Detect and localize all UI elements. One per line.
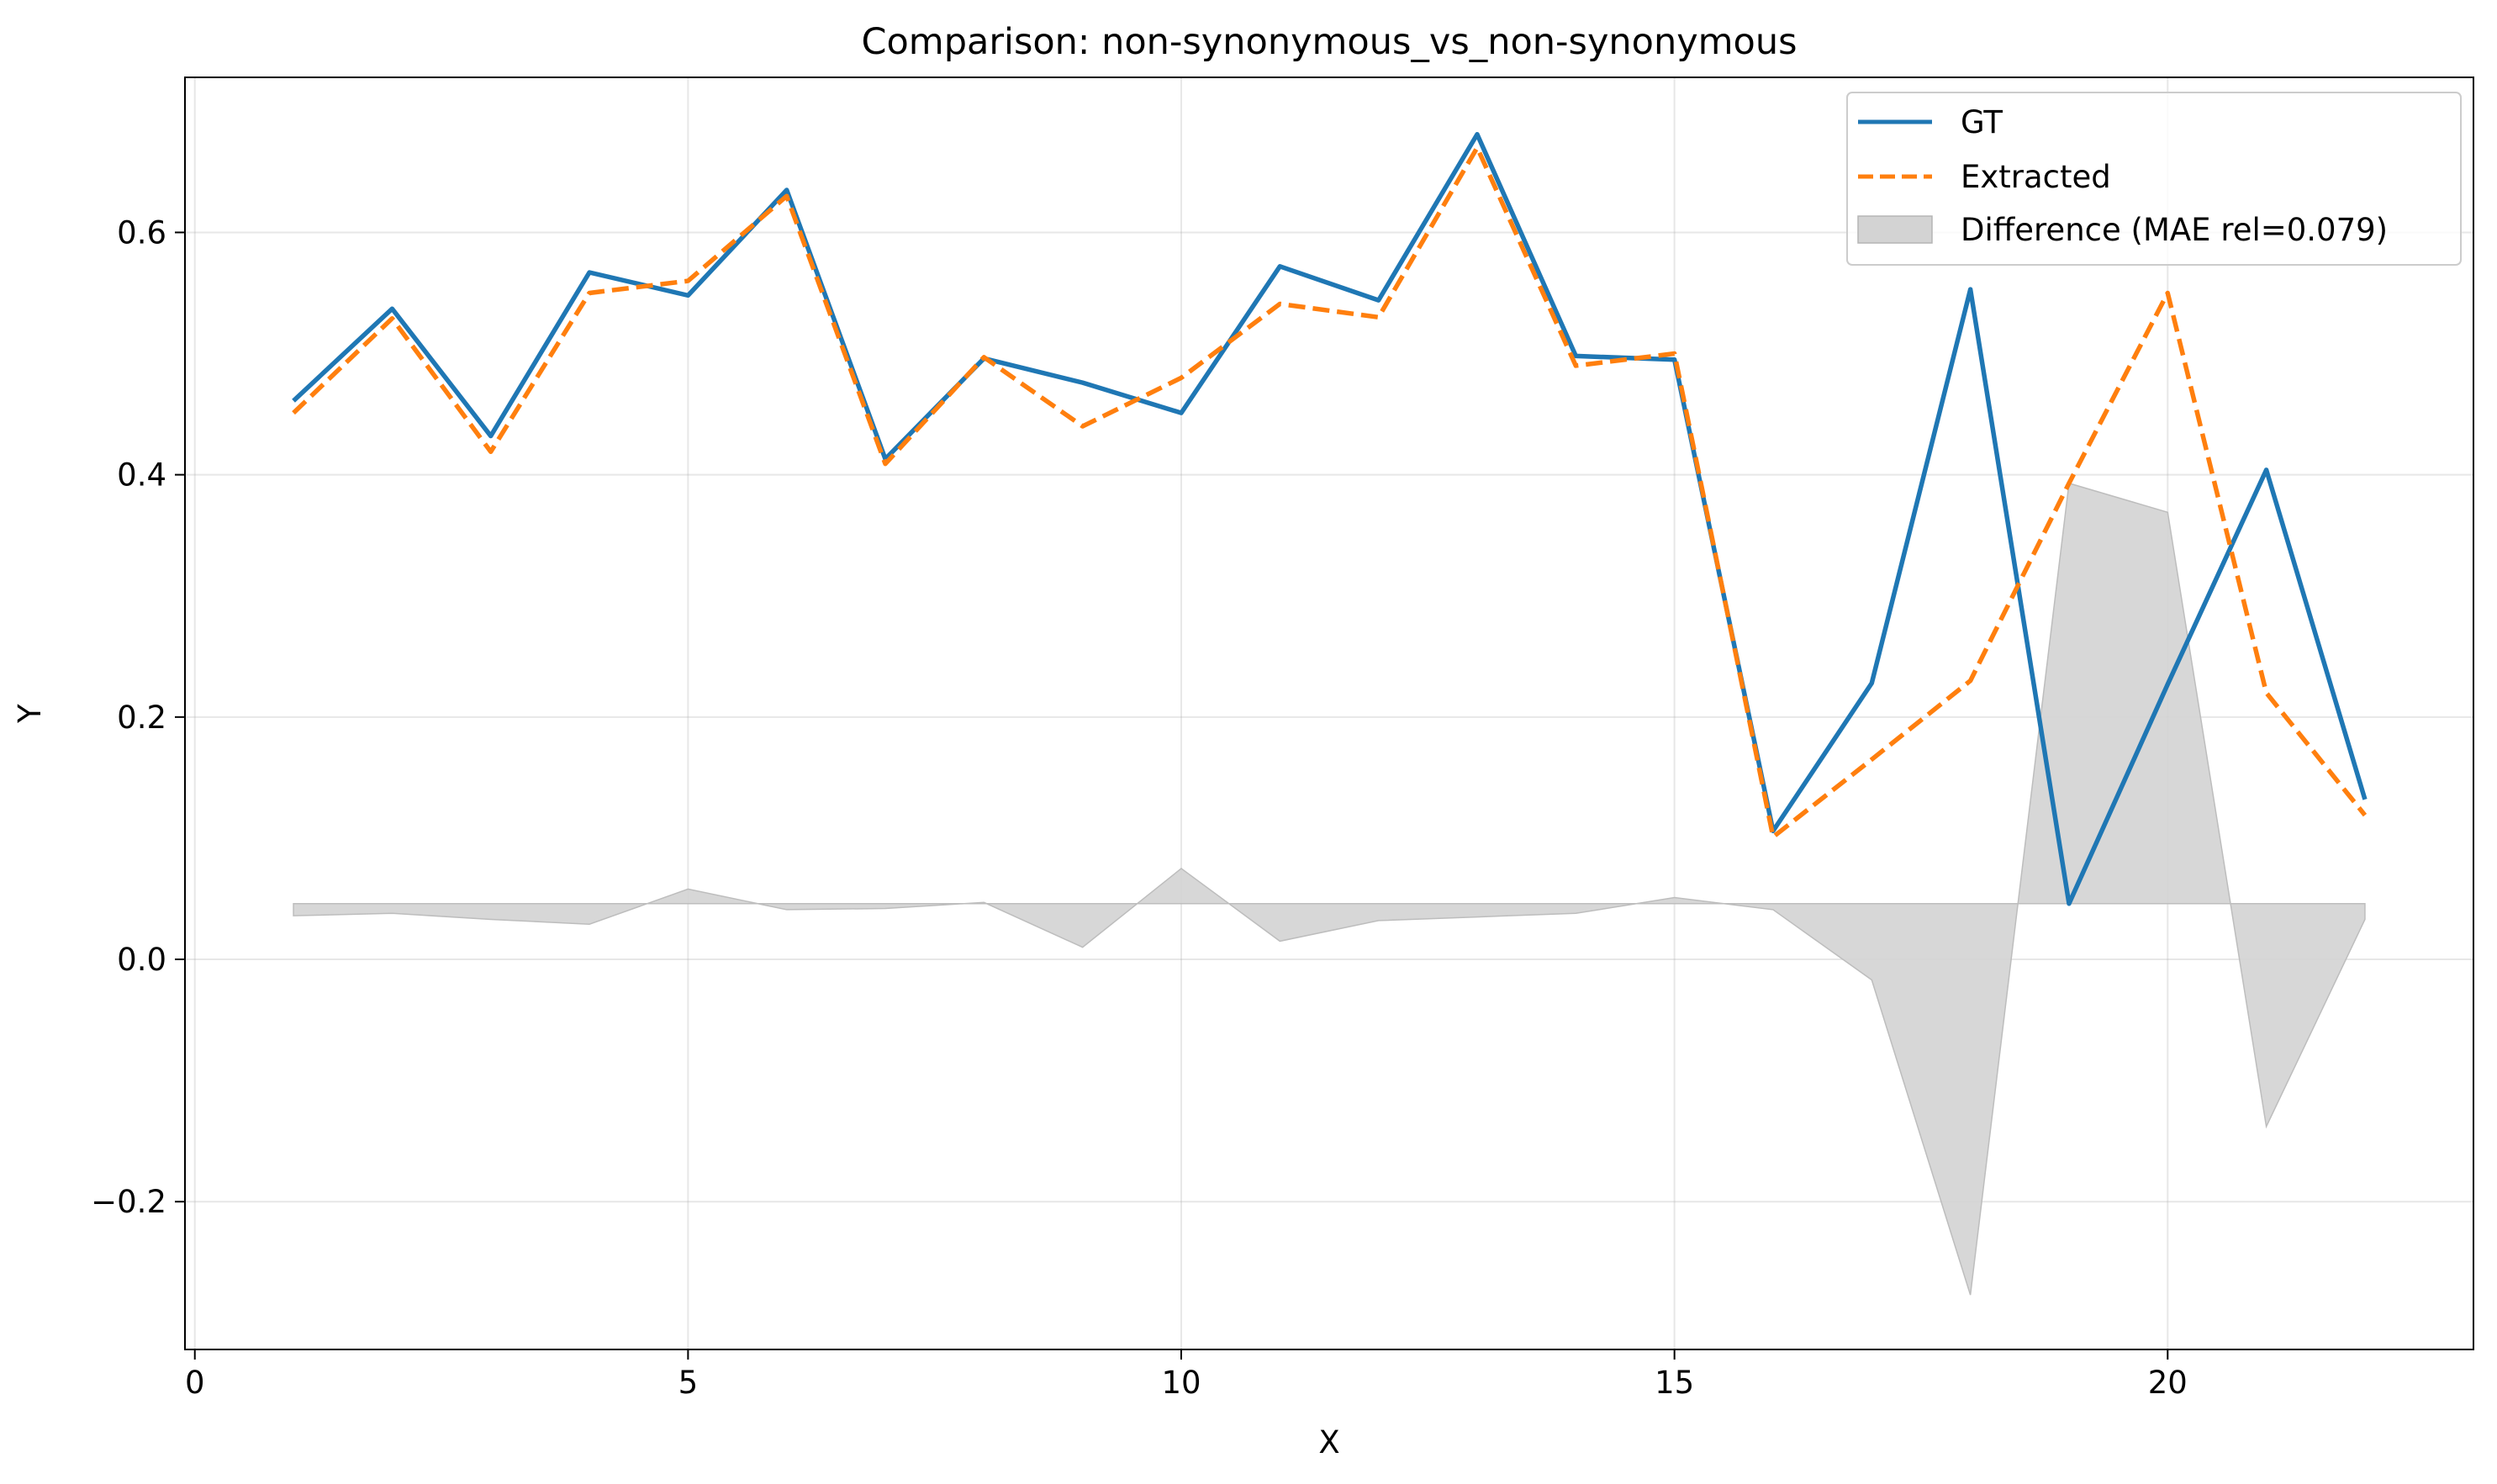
y-tick-label: 0.4 <box>117 457 166 494</box>
difference-fill <box>293 482 2366 1296</box>
x-tick-label: 5 <box>678 1365 699 1401</box>
y-axis-label: Y <box>12 704 48 724</box>
x-tick-label: 10 <box>1161 1365 1201 1401</box>
chart-title: Comparison: non-synonymous_vs_non-synony… <box>861 21 1797 63</box>
legend-difference-label: Difference (MAE rel=0.079) <box>1961 212 2388 248</box>
series-lines <box>292 131 2368 906</box>
x-tick-label: 20 <box>2148 1365 2188 1401</box>
gt-series-line <box>292 131 2368 906</box>
legend-gt-label: GT <box>1961 104 2003 140</box>
legend-box <box>1846 92 2462 266</box>
extracted-series-line <box>292 145 2368 840</box>
x-tick-label: 0 <box>185 1365 205 1401</box>
x-axis-label: X <box>1318 1424 1339 1460</box>
y-tick-label: 0.2 <box>117 700 166 736</box>
y-tick-label: 0.6 <box>117 214 166 251</box>
x-tick-label: 15 <box>1655 1365 1694 1401</box>
legend-difference-swatch <box>1857 215 1933 244</box>
y-tick-label: −0.2 <box>91 1184 166 1220</box>
legend-extracted-label: Extracted <box>1961 159 2111 195</box>
plot-frame <box>184 77 2474 1350</box>
y-tick-label: 0.0 <box>117 942 166 978</box>
difference-area <box>293 482 2366 1296</box>
axis-ticks: 0 5 10 15 20 −0.2 0.0 0.2 0.4 0.6 <box>91 214 2188 1401</box>
legend: GT Extracted Difference (MAE rel=0.079) <box>1846 92 2462 266</box>
